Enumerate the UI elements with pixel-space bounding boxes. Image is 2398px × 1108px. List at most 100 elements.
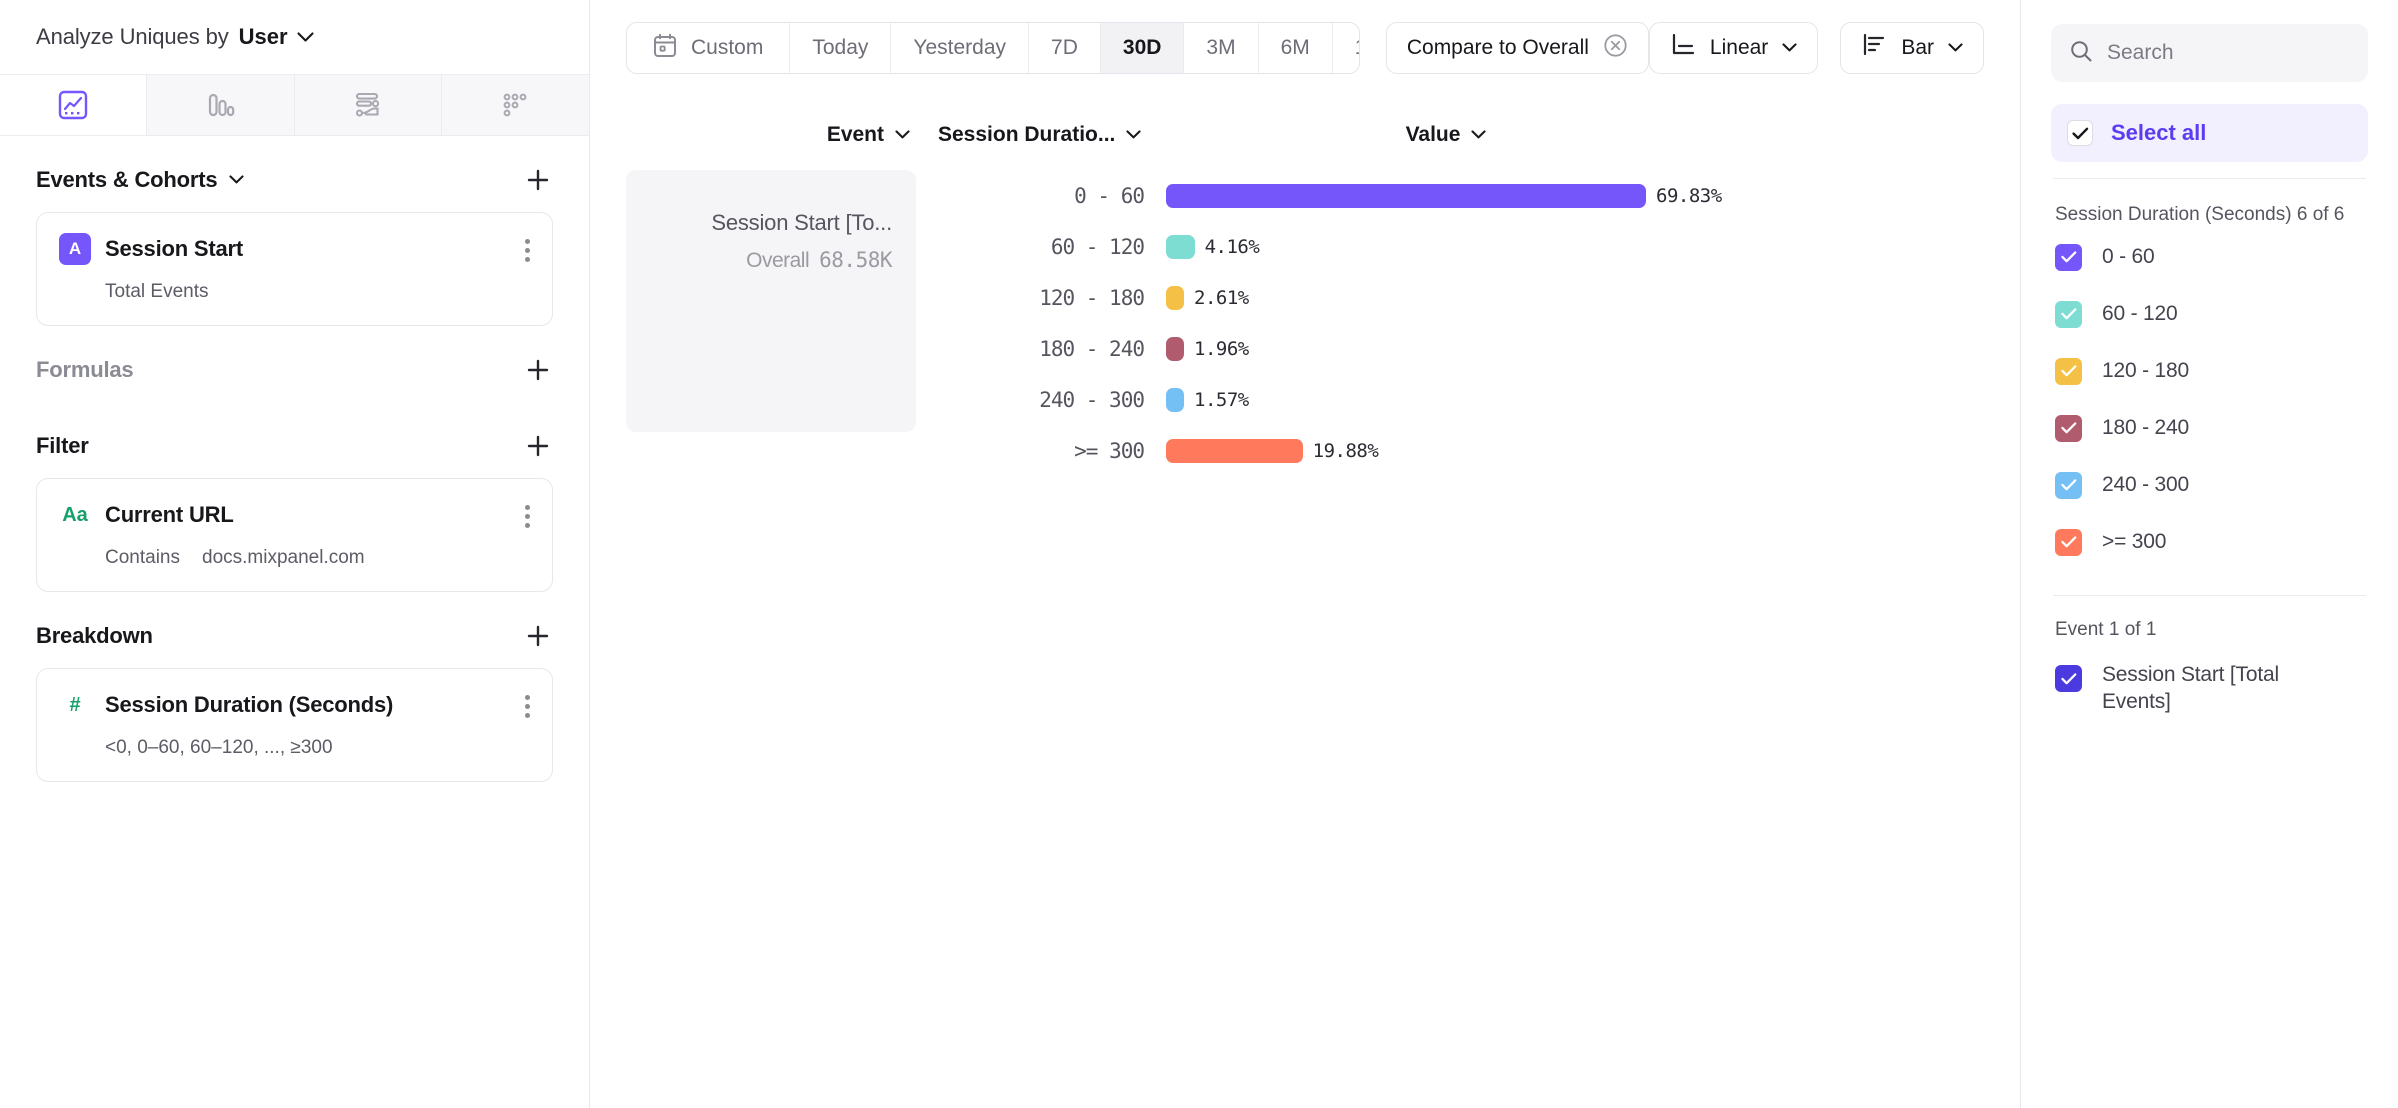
legend-search[interactable] (2051, 24, 2368, 82)
option-label: >= 300 (2102, 530, 2167, 554)
event-group-title: Event 1 of 1 (2055, 618, 2157, 640)
breakdown-option[interactable]: 120 - 180 (2051, 343, 2368, 400)
bar-category-label: >= 300 (1074, 438, 1145, 463)
option-checkbox[interactable] (2055, 300, 2082, 328)
calendar-icon (653, 33, 677, 64)
option-checkbox[interactable] (2055, 243, 2082, 271)
option-checkbox[interactable] (2055, 357, 2082, 385)
bar-row[interactable]: 0 - 60 69.83% (916, 170, 2020, 221)
bar-row[interactable]: 240 - 300 1.57% (916, 374, 2020, 425)
tab-insights[interactable] (0, 75, 148, 135)
column-header-event[interactable]: Event (626, 123, 916, 147)
column-header-breakdown[interactable]: Session Duratio... (916, 123, 1166, 147)
chart-type-dropdown[interactable]: Bar (1840, 22, 1984, 74)
option-label: Session Start [Total Events] (2102, 663, 2279, 714)
event-card-menu-icon[interactable] (521, 235, 534, 266)
date-range-12m[interactable]: 12M (1333, 23, 1359, 73)
scale-type-dropdown[interactable]: Linear (1648, 22, 1819, 74)
breakdown-option[interactable]: 60 - 120 (2051, 286, 2368, 343)
event-summary-card: Session Start [To... Overall 68.58K (626, 170, 916, 432)
breakdown-group-title: Session Duration (Seconds) 6 of 6 (2055, 204, 2345, 225)
chart-area: Event Session Duratio... Value (590, 96, 2020, 1108)
chevron-down-icon (1782, 43, 1797, 53)
bar-category-label: 120 - 180 (1039, 285, 1145, 310)
close-circle-icon[interactable] (1603, 33, 1628, 64)
bar-row[interactable]: 180 - 240 1.96% (916, 323, 2020, 374)
date-range-30d[interactable]: 30D (1100, 23, 1185, 73)
bar-chart: 0 - 60 69.83% 60 - 120 4.16% 120 - 180 2.61% 1… (916, 170, 2020, 476)
option-checkbox[interactable] (2055, 528, 2082, 556)
column-header-value[interactable]: Value (1166, 123, 1726, 147)
bar-list-icon (1861, 33, 1887, 63)
axis-icon (1670, 33, 1696, 63)
option-checkbox[interactable] (2055, 471, 2082, 499)
option-label: 120 - 180 (2102, 359, 2189, 383)
bar-fill[interactable] (1166, 336, 1184, 361)
select-all-checkbox[interactable] (2067, 120, 2093, 146)
date-range-yesterday[interactable]: Yesterday (891, 23, 1030, 73)
select-all-row[interactable]: Select all (2051, 104, 2368, 162)
left-sidebar: Analyze Uniques by User (0, 0, 590, 1108)
analyze-measure-dropdown[interactable]: User (239, 24, 314, 50)
event-card-session-start[interactable]: A Session Start Total Events (36, 212, 553, 326)
section-title-formulas: Formulas (36, 357, 134, 382)
breakdown-option[interactable]: 0 - 60 (2051, 229, 2368, 286)
bar-fill[interactable] (1166, 234, 1195, 259)
bar-fill[interactable] (1166, 387, 1184, 412)
date-range-today[interactable]: Today (790, 23, 892, 73)
number-property-icon: # (69, 694, 81, 716)
chevron-down-icon (1126, 130, 1141, 140)
add-formula-button[interactable] (523, 355, 553, 385)
breakdown-card-session-duration[interactable]: # Session Duration (Seconds) <0, 0–60, 6… (36, 668, 553, 782)
bar-fill[interactable] (1166, 183, 1646, 208)
panel-divider (2053, 178, 2366, 179)
legend-panel: Select all Session Duration (Seconds) 6 … (2020, 0, 2398, 1108)
column-header-event-label: Event (826, 123, 884, 146)
column-headers: Event Session Duratio... Value (626, 96, 2020, 158)
add-filter-button[interactable] (523, 431, 553, 461)
breakdown-buckets: <0, 0–60, 60–120, ..., ≥300 (105, 737, 333, 758)
option-checkbox[interactable] (2055, 665, 2082, 693)
scale-type-label: Linear (1709, 36, 1769, 59)
compare-to-overall-chip[interactable]: Compare to Overall (1385, 22, 1649, 74)
breakdown-option[interactable]: 240 - 300 (2051, 457, 2368, 514)
chevron-down-icon[interactable] (229, 175, 244, 185)
option-checkbox[interactable] (2055, 414, 2082, 442)
chart-type-label: Bar (1901, 36, 1934, 59)
event-summary-overall: Overall 68.58K (650, 248, 892, 273)
bar-row[interactable]: 60 - 120 4.16% (916, 221, 2020, 272)
event-name: Session Start (105, 236, 244, 261)
breakdown-option[interactable]: 180 - 240 (2051, 400, 2368, 457)
date-range-7d[interactable]: 7D (1029, 23, 1101, 73)
bar-value-label: 4.16% (1204, 235, 1260, 258)
tab-funnels[interactable] (147, 75, 295, 135)
event-option-list: Session Start [Total Events] (2051, 643, 2368, 716)
search-input[interactable] (2107, 41, 2350, 65)
filter-card-menu-icon[interactable] (521, 501, 534, 532)
bar-row[interactable]: 120 - 180 2.61% (916, 272, 2020, 323)
date-range-custom[interactable]: Custom (627, 23, 791, 73)
bar-row[interactable]: >= 300 19.88% (916, 425, 2020, 476)
breakdown-card-menu-icon[interactable] (521, 691, 534, 722)
tab-flows[interactable] (294, 75, 442, 135)
add-breakdown-button[interactable] (523, 621, 553, 651)
event-option[interactable]: Session Start [Total Events] (2051, 643, 2368, 716)
breakdown-option[interactable]: >= 300 (2051, 514, 2368, 571)
event-badge: A (59, 233, 91, 265)
breakdown-property-name: Session Duration (Seconds) (105, 692, 394, 717)
bar-fill[interactable] (1166, 438, 1303, 463)
filter-card-current-url[interactable]: Aa Current URL Contains docs.mixpanel.co… (36, 478, 553, 592)
event-measure: Total Events (105, 281, 209, 302)
add-event-button[interactable] (523, 165, 553, 195)
bar-fill[interactable] (1166, 285, 1184, 310)
filter-value: docs.mixpanel.com (202, 547, 365, 568)
section-title-filter: Filter (36, 433, 89, 458)
date-range-3m[interactable]: 3M (1184, 23, 1259, 73)
tab-retention[interactable] (441, 75, 589, 135)
analyze-row: Analyze Uniques by User (0, 0, 589, 74)
bar-category-label: 0 - 60 (1074, 183, 1145, 208)
date-range-6m[interactable]: 6M (1259, 23, 1333, 73)
option-label: 240 - 300 (2102, 473, 2189, 497)
chevron-down-icon (895, 130, 910, 140)
column-header-breakdown-label: Session Duratio... (938, 123, 1116, 146)
